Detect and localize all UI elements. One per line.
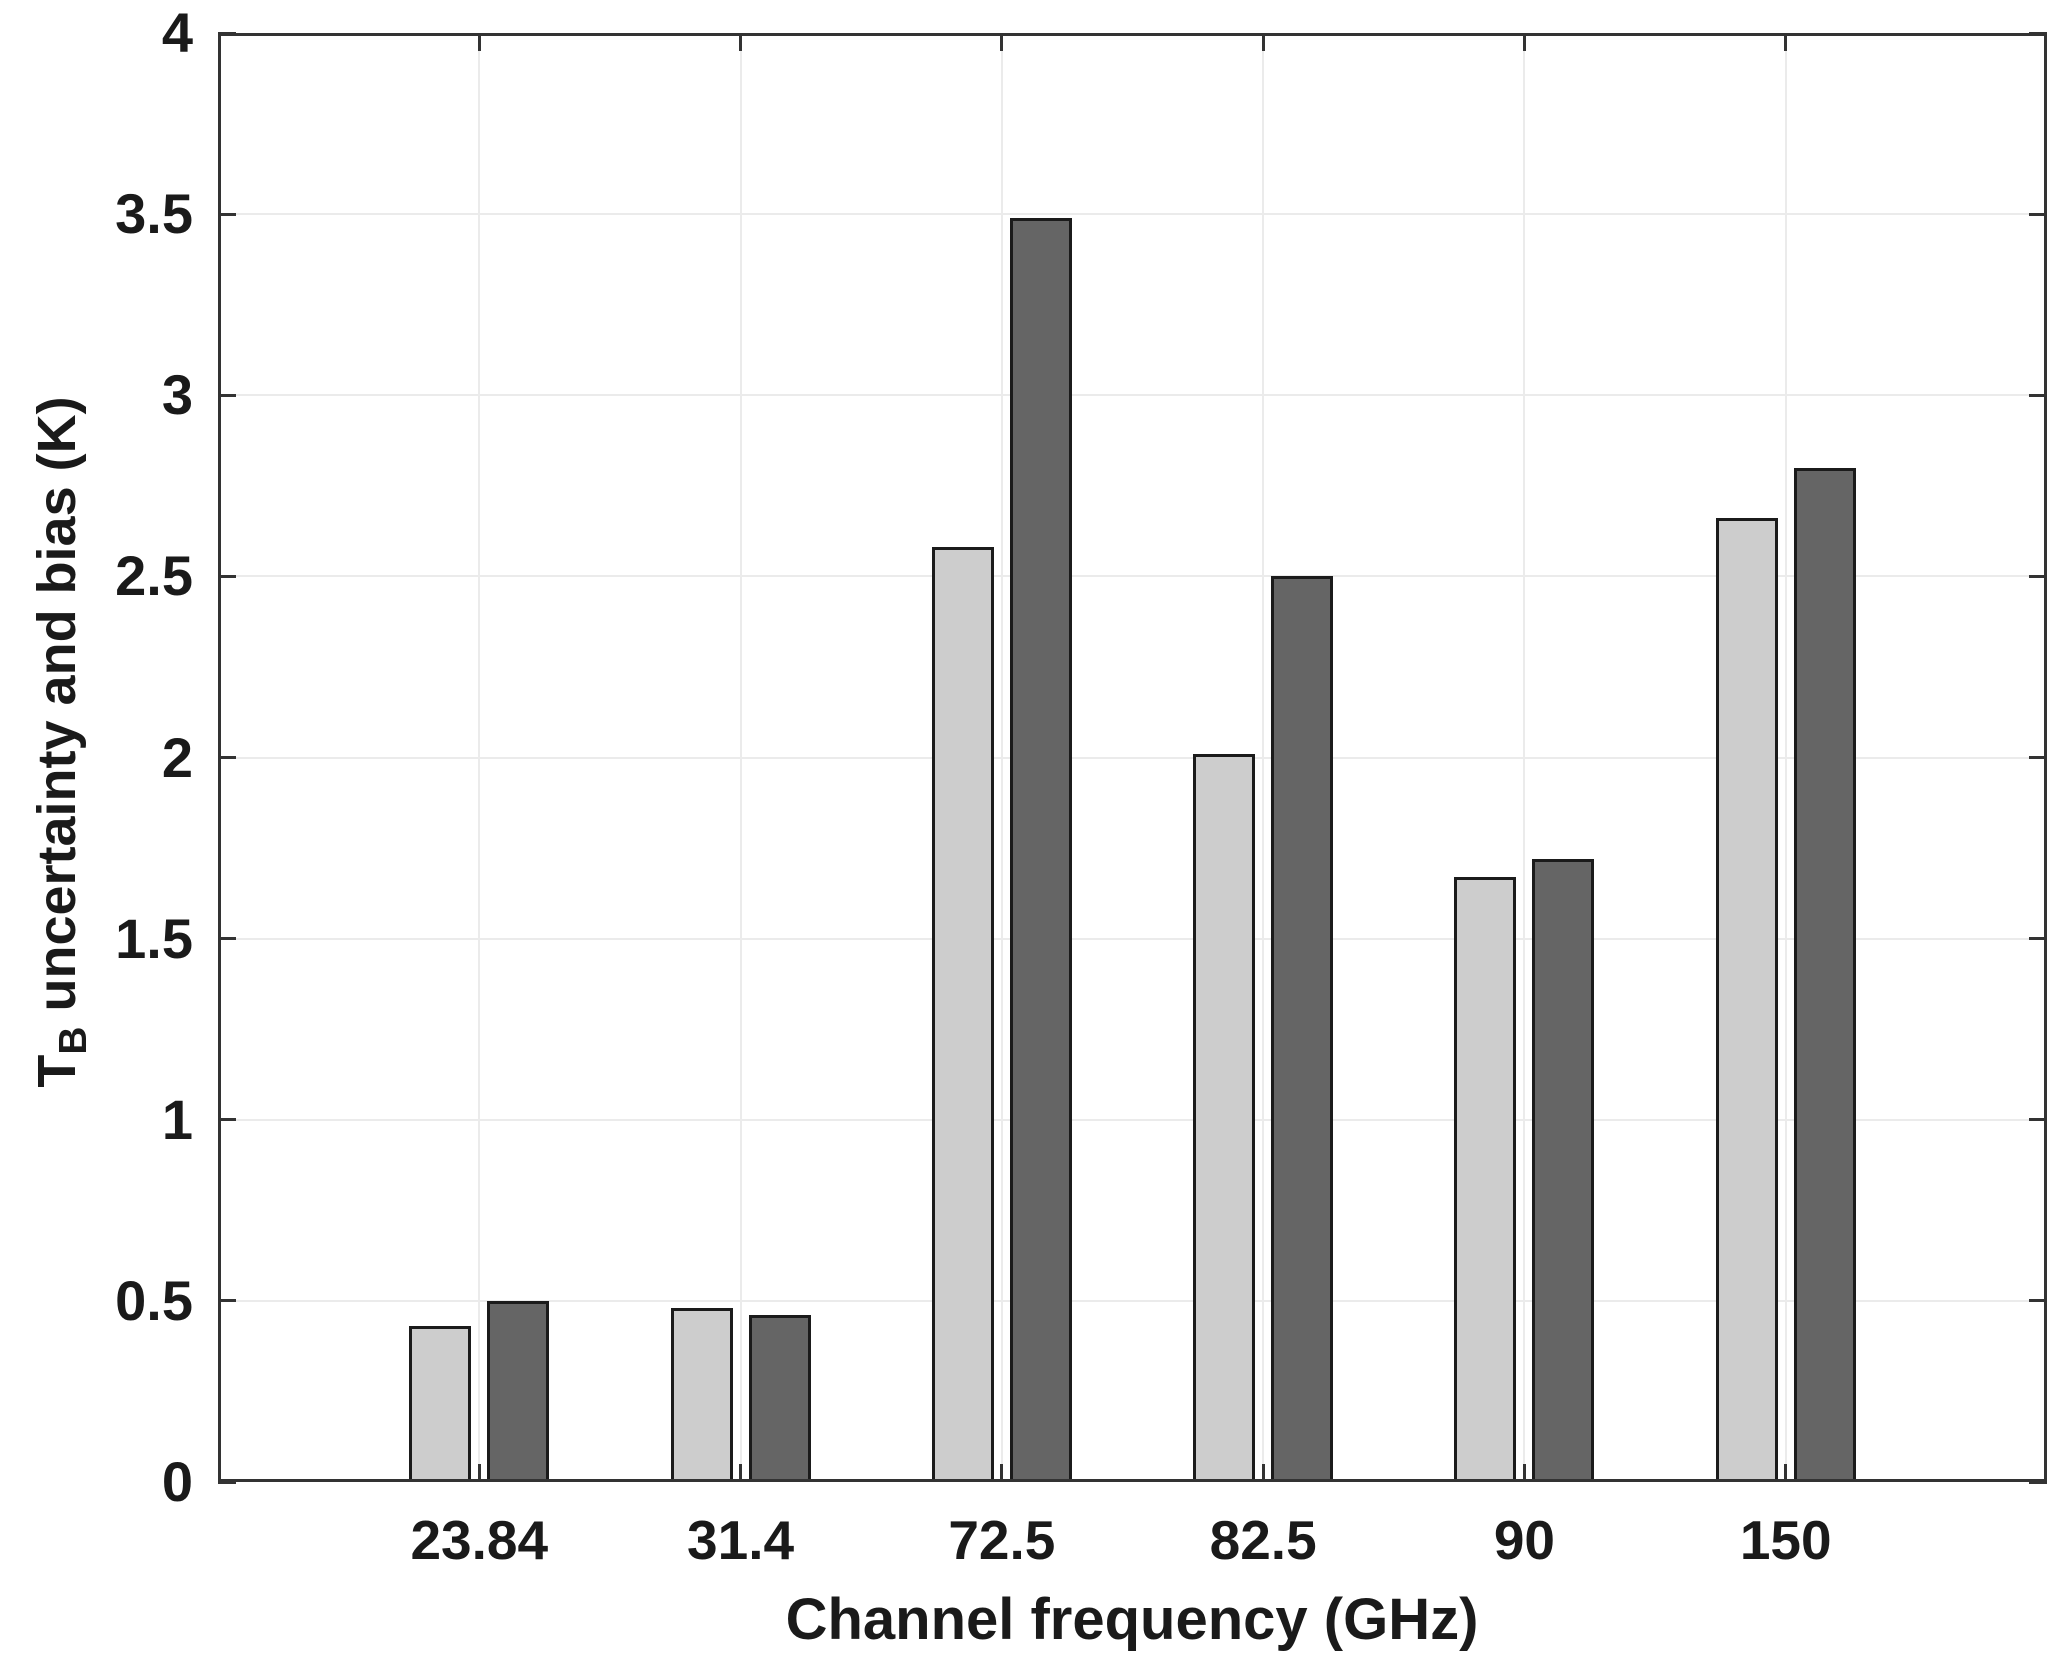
- h-gridline: [218, 1118, 2047, 1121]
- bar-light-gray: [1715, 518, 1778, 1482]
- y-tick: [2029, 1118, 2047, 1122]
- y-tick-label: 2.5: [115, 544, 193, 608]
- x-tick: [1522, 1464, 1526, 1482]
- y-tick: [2029, 937, 2047, 941]
- v-gridline: [1523, 33, 1526, 1482]
- h-gridline: [218, 394, 2047, 397]
- x-axis-title: Channel frequency (GHz): [785, 1587, 1479, 1652]
- h-gridline: [218, 756, 2047, 759]
- bar-light-gray: [670, 1308, 733, 1482]
- y-tick-label: 3: [161, 363, 193, 427]
- y-tick: [2029, 756, 2047, 759]
- y-tick: [218, 756, 236, 759]
- bar-dark-gray: [487, 1301, 550, 1482]
- h-gridline: [218, 1299, 2047, 1302]
- y-tick: [2029, 31, 2047, 35]
- y-tick: [2029, 574, 2047, 578]
- x-tick-label: 31.4: [687, 1509, 795, 1571]
- v-gridline: [478, 33, 481, 1482]
- y-tick-label: 0.5: [115, 1268, 193, 1332]
- h-gridline: [218, 575, 2047, 578]
- v-gridline: [1000, 33, 1003, 1482]
- y-tick: [2029, 393, 2047, 397]
- x-tick: [1000, 1464, 1004, 1482]
- y-axis-title-symbol: T: [27, 1054, 87, 1088]
- bar-dark-gray: [1271, 576, 1334, 1482]
- y-tick: [218, 574, 236, 578]
- bar-dark-gray: [1532, 859, 1595, 1482]
- bar-dark-gray: [1793, 468, 1856, 1482]
- y-tick-label: 0: [161, 1450, 193, 1513]
- y-axis-title-subscript: B: [51, 1026, 95, 1055]
- y-tick-label: 3.5: [115, 182, 193, 246]
- bar-light-gray: [409, 1326, 472, 1482]
- y-tick: [2029, 212, 2047, 216]
- h-gridline: [218, 213, 2047, 216]
- x-tick-label: 82.5: [1209, 1509, 1317, 1571]
- bar-light-gray: [931, 547, 994, 1482]
- x-tick-label: 23.84: [410, 1509, 549, 1571]
- v-gridline: [1262, 33, 1265, 1482]
- x-tick-label: 72.5: [948, 1509, 1056, 1571]
- y-tick-label: 1: [161, 1087, 193, 1151]
- x-tick: [739, 33, 743, 51]
- y-tick: [218, 937, 236, 941]
- y-tick-label: 1.5: [115, 906, 193, 970]
- x-tick-label: 90: [1493, 1509, 1556, 1571]
- h-gridline: [218, 937, 2047, 940]
- y-tick: [2029, 1480, 2047, 1484]
- plot-area: [218, 31, 2047, 1484]
- y-tick-label: 2: [161, 725, 193, 789]
- bar-light-gray: [1193, 754, 1256, 1482]
- bar-dark-gray: [1009, 218, 1072, 1482]
- x-tick: [739, 1464, 743, 1482]
- x-tick: [1784, 33, 1788, 51]
- y-tick-label: 4: [161, 1, 193, 64]
- bar-dark-gray: [748, 1315, 811, 1482]
- x-tick: [1261, 33, 1265, 51]
- v-gridline: [739, 33, 742, 1482]
- x-tick: [1000, 33, 1004, 51]
- y-tick: [218, 393, 236, 397]
- y-tick: [218, 31, 236, 35]
- x-tick: [1261, 1464, 1265, 1482]
- y-tick: [218, 212, 236, 216]
- x-tick: [1784, 1464, 1788, 1482]
- y-tick: [218, 1299, 236, 1303]
- x-tick-label: 150: [1739, 1509, 1832, 1571]
- y-tick: [218, 1118, 236, 1122]
- x-tick: [477, 1464, 481, 1482]
- v-gridline: [1784, 33, 1787, 1482]
- y-tick: [218, 1480, 236, 1484]
- y-tick: [2029, 1299, 2047, 1303]
- x-tick: [1522, 33, 1526, 51]
- x-tick: [477, 33, 481, 51]
- bar-light-gray: [1454, 877, 1517, 1482]
